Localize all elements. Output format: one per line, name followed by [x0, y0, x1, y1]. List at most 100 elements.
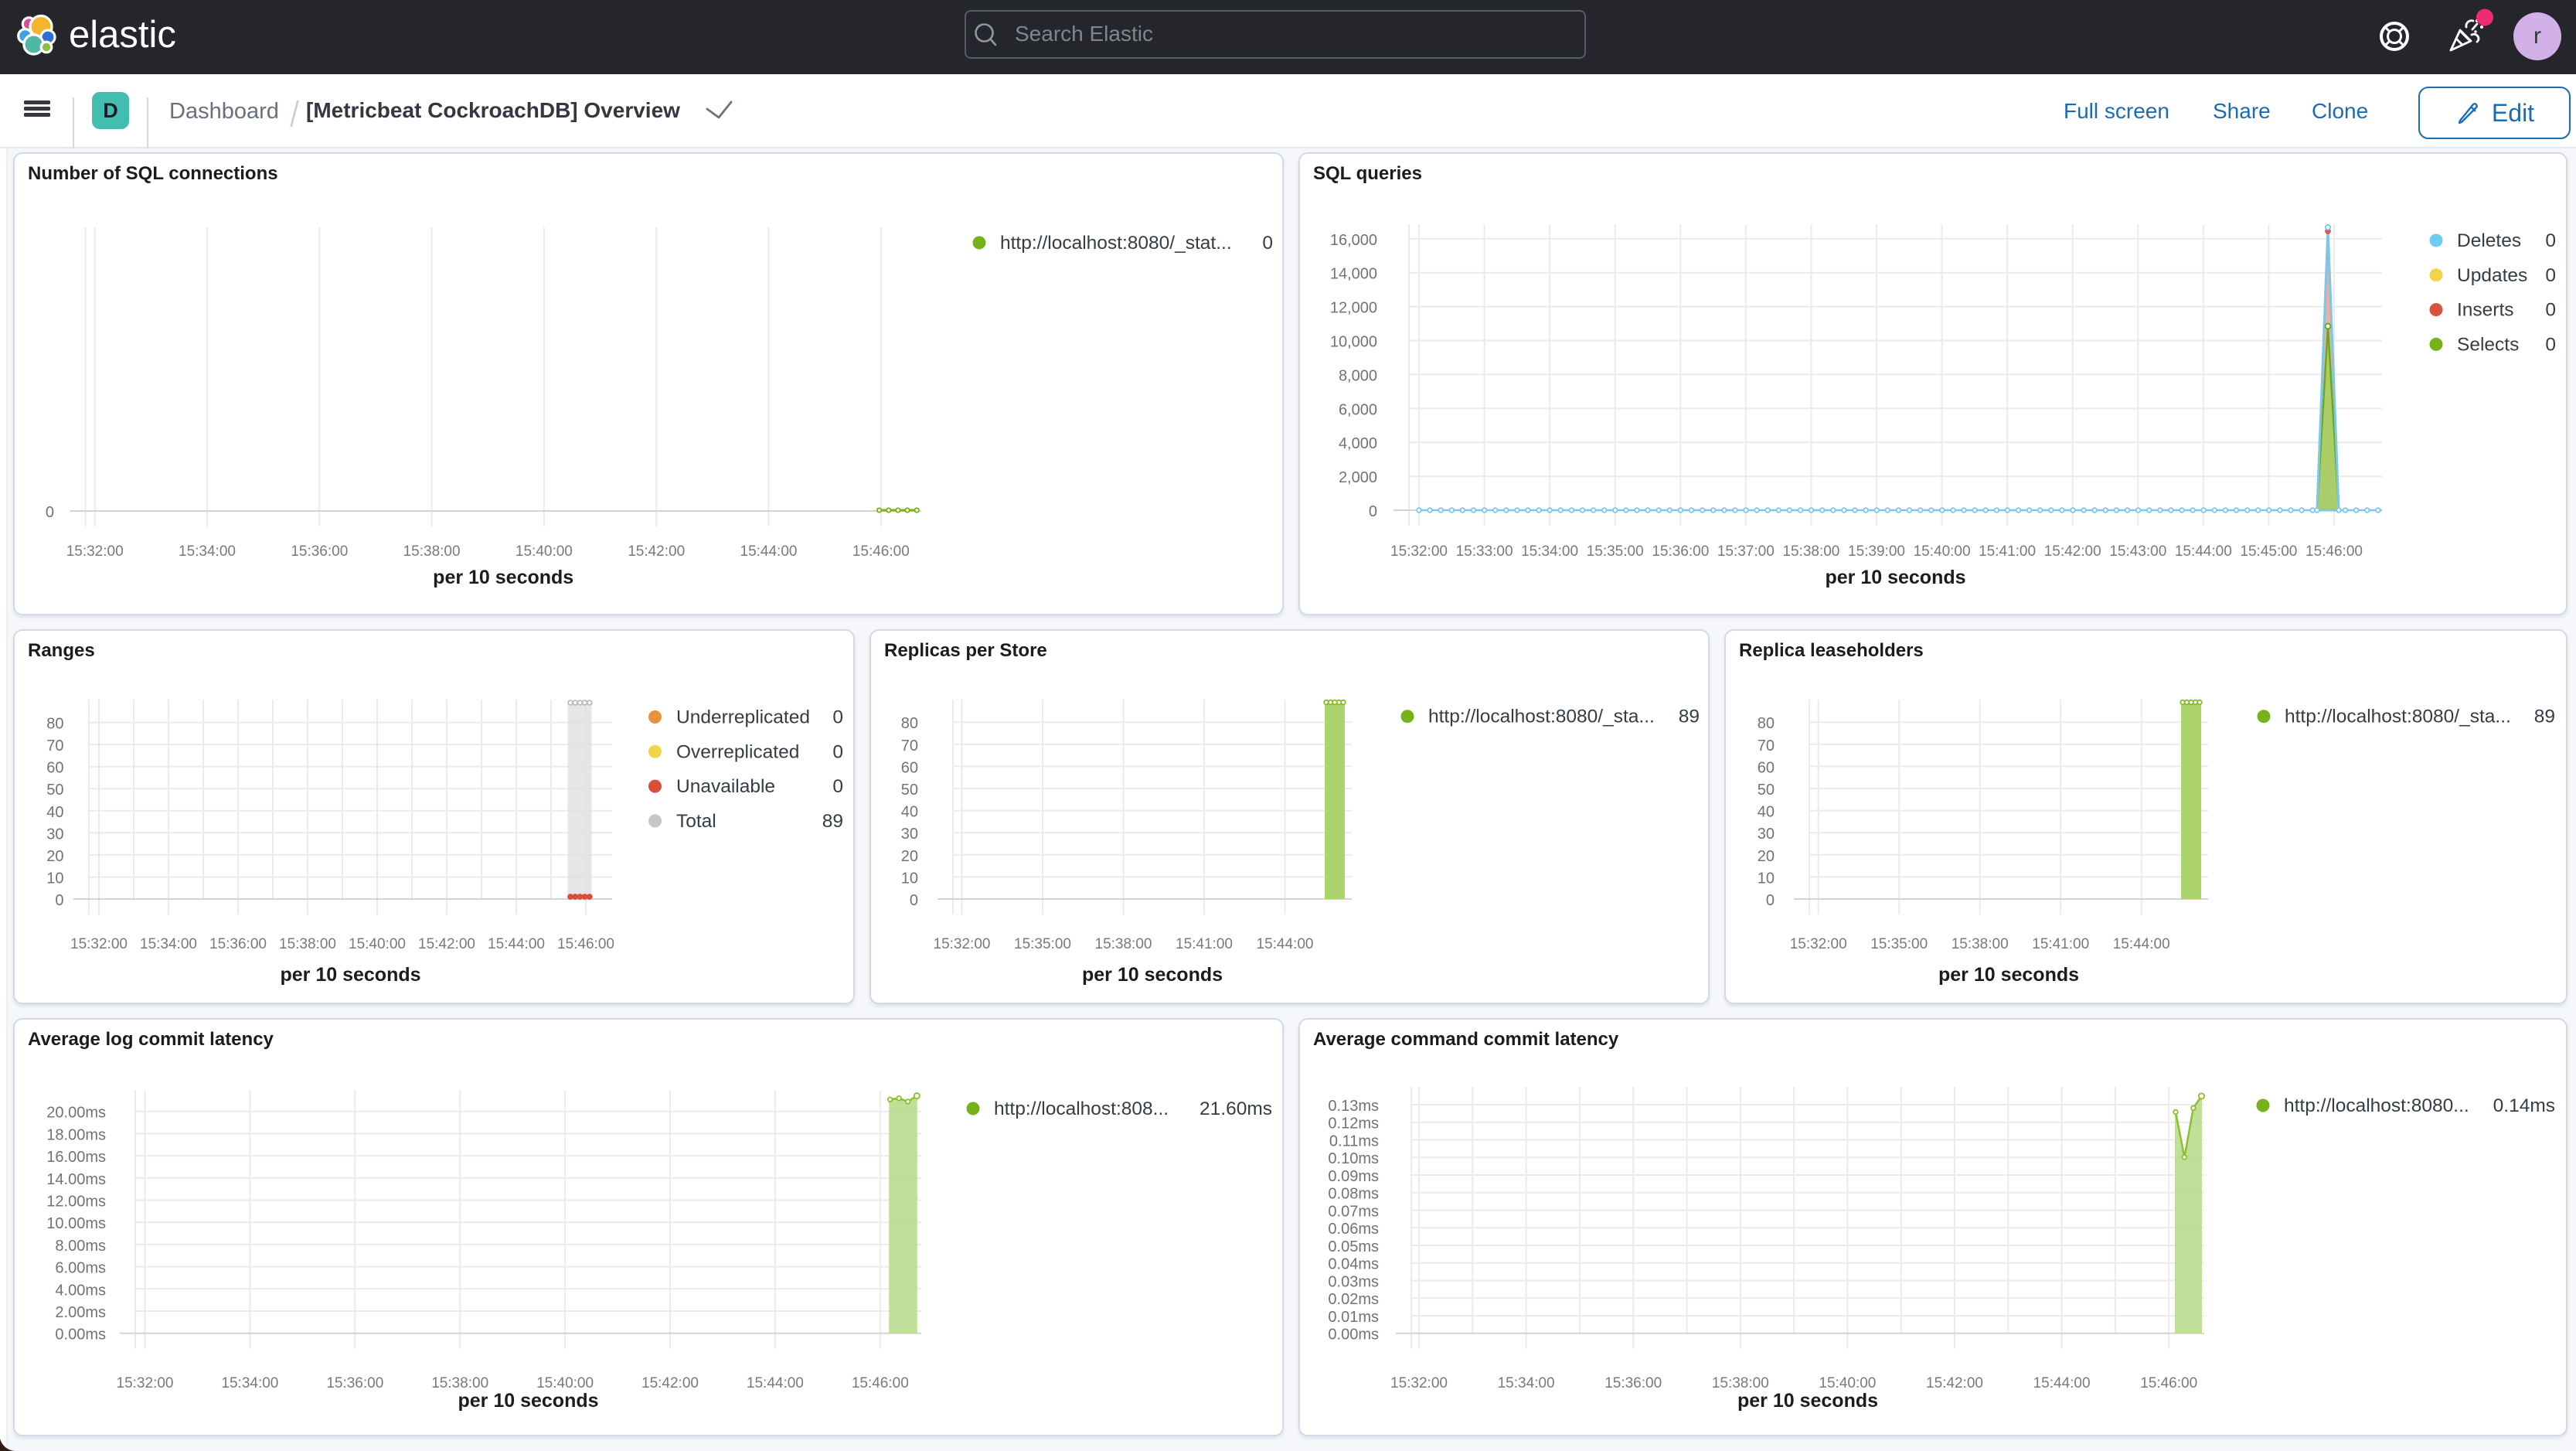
svg-text:89: 89 [822, 811, 843, 832]
svg-text:15:38:00: 15:38:00 [431, 1375, 488, 1391]
svg-text:10,000: 10,000 [1330, 334, 1377, 351]
svg-text:6.00ms: 6.00ms [55, 1260, 106, 1277]
svg-text:0: 0 [55, 892, 63, 909]
svg-text:per 10 seconds: per 10 seconds [458, 1390, 598, 1412]
svg-text:15:38:00: 15:38:00 [1712, 1375, 1769, 1391]
svg-text:40: 40 [901, 804, 918, 821]
svg-text:15:33:00: 15:33:00 [1456, 543, 1513, 560]
svg-text:15:36:00: 15:36:00 [1604, 1375, 1662, 1391]
svg-text:30: 30 [901, 826, 918, 843]
svg-text:Selects: Selects [2457, 334, 2519, 355]
svg-text:per 10 seconds: per 10 seconds [1825, 567, 1965, 588]
svg-text:10: 10 [46, 870, 63, 887]
svg-text:40: 40 [46, 804, 63, 821]
svg-text:15:34:00: 15:34:00 [1498, 1375, 1555, 1391]
svg-text:12,000: 12,000 [1330, 300, 1377, 317]
svg-text:per 10 seconds: per 10 seconds [280, 964, 420, 986]
svg-text:http://localhost:8080/_sta...: http://localhost:8080/_sta... [1428, 707, 1655, 727]
svg-text:0.00ms: 0.00ms [1328, 1327, 1379, 1344]
svg-text:14.00ms: 14.00ms [46, 1171, 106, 1188]
svg-text:http://localhost:8080/_stat...: http://localhost:8080/_stat... [1000, 233, 1232, 254]
svg-text:per 10 seconds: per 10 seconds [1737, 1390, 1878, 1412]
svg-text:15:44:00: 15:44:00 [2033, 1375, 2091, 1391]
svg-text:15:44:00: 15:44:00 [1257, 936, 1314, 952]
svg-text:14,000: 14,000 [1330, 266, 1377, 283]
svg-text:15:44:00: 15:44:00 [488, 936, 545, 952]
svg-text:70: 70 [46, 737, 63, 754]
svg-text:20.00ms: 20.00ms [46, 1105, 106, 1122]
svg-text:0: 0 [46, 504, 54, 521]
svg-text:15:46:00: 15:46:00 [557, 936, 614, 952]
svg-text:40: 40 [1758, 804, 1775, 821]
svg-text:15:36:00: 15:36:00 [209, 936, 267, 952]
svg-text:http://localhost:808...: http://localhost:808... [994, 1098, 1169, 1119]
svg-text:0: 0 [2545, 230, 2556, 251]
svg-text:15:34:00: 15:34:00 [221, 1375, 278, 1391]
svg-text:15:32:00: 15:32:00 [1390, 543, 1448, 560]
svg-text:15:35:00: 15:35:00 [1014, 936, 1071, 952]
svg-text:0.00ms: 0.00ms [55, 1327, 106, 1344]
svg-text:2,000: 2,000 [1339, 469, 1377, 486]
svg-text:15:32:00: 15:32:00 [117, 1375, 174, 1391]
svg-text:15:34:00: 15:34:00 [179, 543, 236, 560]
svg-text:0.05ms: 0.05ms [1328, 1238, 1379, 1255]
svg-text:per 10 seconds: per 10 seconds [433, 567, 573, 588]
svg-text:18.00ms: 18.00ms [46, 1126, 106, 1143]
svg-text:0: 0 [1262, 233, 1273, 254]
svg-text:89: 89 [2534, 707, 2555, 727]
svg-text:0: 0 [2545, 300, 2556, 321]
svg-text:Inserts: Inserts [2457, 300, 2514, 321]
svg-text:80: 80 [46, 716, 63, 733]
svg-text:15:39:00: 15:39:00 [1848, 543, 1905, 560]
svg-text:15:42:00: 15:42:00 [418, 936, 475, 952]
svg-text:15:35:00: 15:35:00 [1870, 936, 1928, 952]
svg-text:0: 0 [910, 892, 918, 909]
svg-text:15:41:00: 15:41:00 [1979, 543, 2036, 560]
svg-text:0.11ms: 0.11ms [1329, 1133, 1379, 1150]
svg-text:15:40:00: 15:40:00 [1819, 1375, 1876, 1391]
svg-text:20: 20 [901, 848, 918, 865]
svg-text:15:36:00: 15:36:00 [326, 1375, 383, 1391]
svg-text:0.04ms: 0.04ms [1328, 1256, 1379, 1273]
svg-text:10: 10 [1758, 870, 1775, 887]
svg-text:15:38:00: 15:38:00 [403, 543, 461, 560]
svg-text:15:40:00: 15:40:00 [1914, 543, 1971, 560]
svg-text:15:34:00: 15:34:00 [1521, 543, 1578, 560]
svg-text:0: 0 [832, 741, 843, 762]
svg-text:6,000: 6,000 [1339, 401, 1377, 418]
svg-text:Updates: Updates [2457, 265, 2527, 286]
svg-text:0.13ms: 0.13ms [1328, 1098, 1379, 1115]
svg-text:0.08ms: 0.08ms [1328, 1186, 1379, 1203]
svg-text:per 10 seconds: per 10 seconds [1082, 964, 1223, 986]
svg-text:0.14ms: 0.14ms [2493, 1095, 2555, 1116]
svg-text:80: 80 [1758, 715, 1775, 732]
svg-text:60: 60 [1758, 759, 1775, 776]
svg-text:10: 10 [901, 870, 918, 887]
svg-text:15:42:00: 15:42:00 [2044, 543, 2101, 560]
svg-text:0.10ms: 0.10ms [1328, 1150, 1379, 1167]
svg-text:0.07ms: 0.07ms [1328, 1204, 1379, 1221]
svg-text:16,000: 16,000 [1330, 232, 1377, 249]
svg-text:0: 0 [832, 707, 843, 728]
svg-text:0: 0 [2545, 265, 2556, 286]
svg-text:15:32:00: 15:32:00 [66, 543, 124, 560]
svg-text:15:40:00: 15:40:00 [536, 1375, 594, 1391]
svg-text:12.00ms: 12.00ms [46, 1194, 106, 1211]
svg-text:Overreplicated: Overreplicated [676, 741, 799, 762]
svg-text:15:41:00: 15:41:00 [1176, 936, 1233, 952]
svg-text:15:46:00: 15:46:00 [2305, 543, 2363, 560]
svg-text:15:32:00: 15:32:00 [70, 936, 128, 952]
svg-text:80: 80 [901, 715, 918, 732]
svg-text:15:42:00: 15:42:00 [641, 1375, 699, 1391]
svg-text:15:45:00: 15:45:00 [2240, 543, 2297, 560]
svg-text:15:36:00: 15:36:00 [291, 543, 348, 560]
svg-text:20: 20 [1758, 848, 1775, 865]
svg-text:15:44:00: 15:44:00 [2175, 543, 2232, 560]
svg-text:8,000: 8,000 [1339, 367, 1377, 384]
svg-text:16.00ms: 16.00ms [46, 1149, 106, 1166]
svg-text:10.00ms: 10.00ms [46, 1215, 106, 1232]
svg-text:2.00ms: 2.00ms [55, 1304, 106, 1321]
svg-text:15:41:00: 15:41:00 [2032, 936, 2089, 952]
svg-text:Total: Total [676, 811, 716, 832]
svg-text:15:46:00: 15:46:00 [852, 543, 910, 560]
